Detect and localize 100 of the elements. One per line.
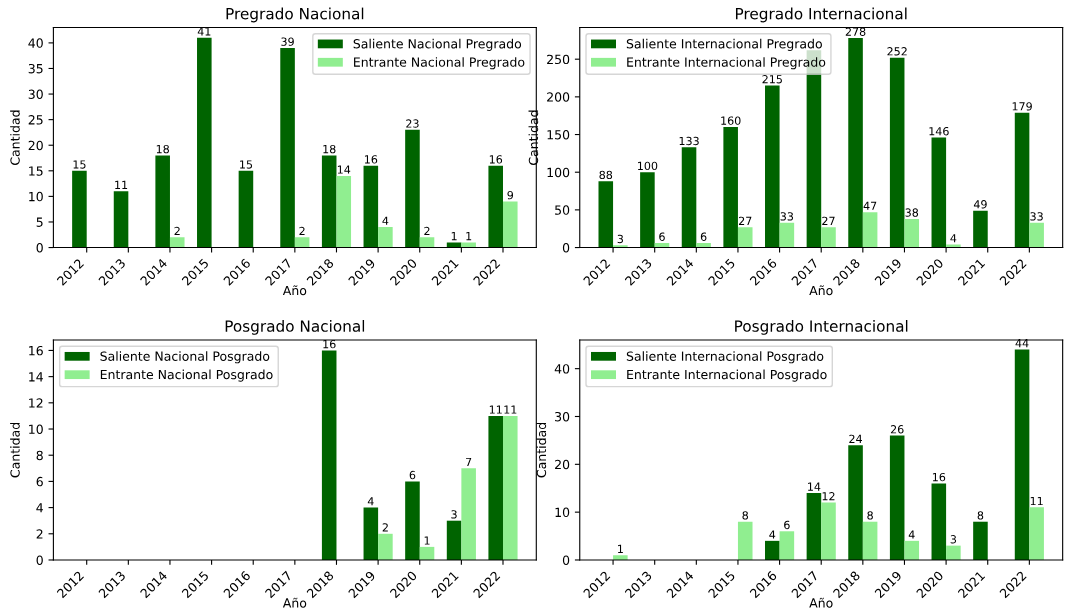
bar (737, 227, 753, 248)
bar (503, 201, 518, 248)
data-label: 12 (822, 492, 835, 501)
y-axis-title: Cantidad (536, 423, 547, 478)
data-label: 26 (890, 425, 904, 434)
data-label: 44 (1015, 339, 1029, 348)
y-axis-title: Cantidad (10, 423, 20, 478)
bar (197, 37, 212, 248)
y-tick-label: 8 (36, 450, 43, 461)
bar (405, 129, 420, 248)
data-label: 2 (382, 523, 388, 532)
data-label: 14 (808, 482, 821, 491)
bar (862, 521, 878, 560)
data-label: 252 (887, 47, 907, 56)
legend-label: Saliente Internacional Posgrado (626, 351, 824, 364)
bar (321, 155, 337, 248)
data-label: 278 (845, 27, 866, 36)
legend-label: Entrante Internacional Pregrado (627, 57, 826, 70)
data-label: 16 (489, 155, 503, 164)
data-label: 179 (1012, 102, 1032, 111)
bar (1014, 112, 1030, 248)
y-tick-label: 10 (29, 191, 43, 202)
data-label: 14 (337, 165, 351, 174)
bar (72, 170, 87, 248)
bar (363, 507, 379, 560)
data-label: 15 (240, 160, 253, 169)
bar (931, 483, 947, 560)
data-label: 6 (409, 470, 416, 480)
chart-title: Pregrado Nacional (226, 7, 364, 23)
bar (889, 435, 905, 560)
data-label: 3 (950, 535, 957, 544)
y-tick-label: 30 (555, 411, 570, 422)
data-label: 1 (451, 232, 457, 241)
y-tick-label: 15 (29, 166, 43, 176)
data-label: 2 (174, 226, 180, 236)
bar (765, 85, 780, 248)
bar (848, 445, 863, 560)
data-label: 3 (451, 510, 457, 519)
data-label: 27 (738, 216, 752, 225)
data-label: 4 (367, 497, 374, 506)
x-axis-title: Año (809, 285, 833, 296)
x-axis-title: Año (282, 285, 307, 296)
y-tick-label: 40 (28, 38, 43, 48)
bar (446, 520, 462, 560)
bar (405, 481, 420, 560)
y-tick-label: 250 (547, 54, 570, 65)
data-label: 8 (977, 511, 984, 520)
bar (321, 350, 337, 560)
data-label: 16 (364, 155, 378, 164)
legend-label: Entrante Nacional Posgrado (100, 369, 273, 382)
y-tick-label: 0 (562, 243, 570, 253)
bar (461, 468, 476, 560)
y-tick-label: 100 (547, 167, 570, 178)
data-label: 4 (908, 530, 915, 539)
y-tick-label: 25 (28, 115, 43, 125)
bar (461, 242, 476, 248)
bar (779, 222, 795, 248)
bar (821, 502, 836, 560)
bar (378, 533, 393, 560)
data-label: 88 (599, 170, 613, 180)
bar (613, 245, 628, 248)
bar (294, 237, 310, 248)
y-tick-label: 40 (554, 364, 570, 374)
y-tick-label: 200 (547, 92, 570, 102)
data-label: 33 (780, 212, 794, 221)
data-label: 38 (905, 208, 919, 217)
bar (488, 165, 503, 248)
data-label: 6 (659, 232, 665, 241)
y-tick-label: 14 (29, 372, 43, 382)
bar (419, 237, 435, 248)
y-tick-label: 20 (28, 140, 43, 151)
bar (336, 175, 352, 248)
data-label: 6 (784, 520, 790, 530)
bar (1014, 349, 1030, 560)
data-label: 16 (323, 339, 336, 349)
bar (681, 147, 697, 248)
data-label: 160 (721, 116, 741, 125)
chart-title: Posgrado Nacional (225, 320, 365, 335)
bar (765, 540, 780, 560)
bar (1029, 507, 1044, 560)
data-label: 6 (700, 232, 707, 241)
bar (113, 191, 129, 248)
bar (973, 521, 988, 560)
data-label: 49 (973, 200, 987, 209)
bar (723, 127, 738, 248)
data-label: 18 (323, 144, 336, 154)
bar (904, 540, 920, 560)
bar (503, 415, 518, 560)
legend-label: Entrante Nacional Pregrado (354, 57, 525, 70)
data-label: 33 (1030, 212, 1043, 221)
y-axis-title: Cantidad (10, 110, 20, 165)
y-tick-label: 50 (555, 205, 570, 215)
legend-label: Saliente Nacional Pregrado (353, 38, 522, 51)
y-tick-label: 10 (555, 507, 570, 518)
data-label: 3 (617, 234, 623, 244)
y-tick-label: 20 (555, 459, 570, 470)
data-label: 16 (932, 472, 946, 482)
bar (779, 531, 795, 560)
bar (280, 48, 295, 248)
data-label: 215 (762, 75, 782, 84)
